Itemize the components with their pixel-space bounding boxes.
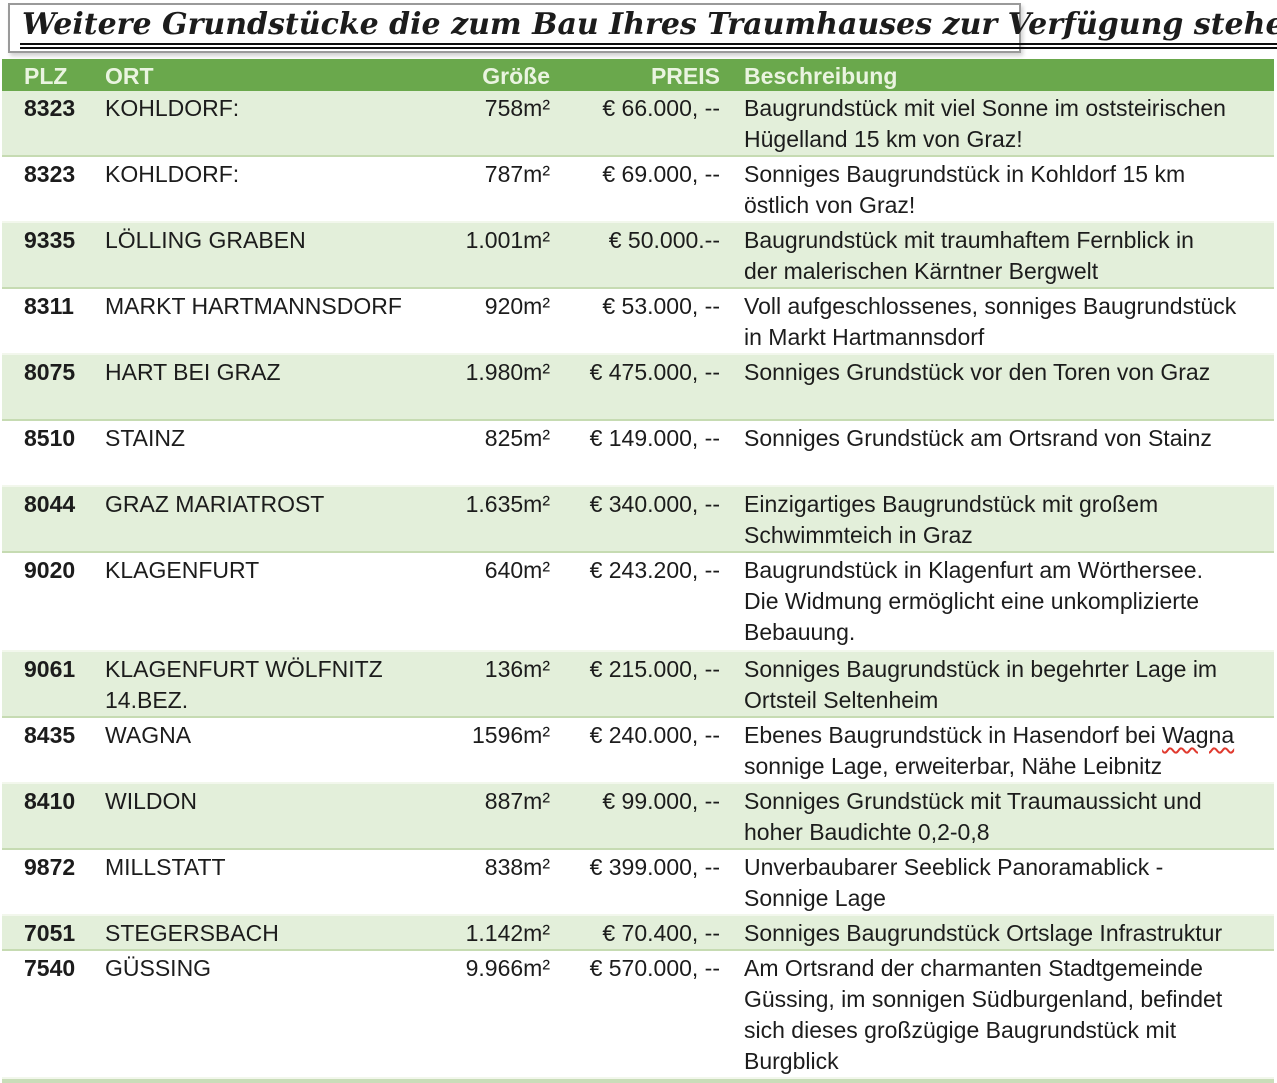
preis-cell: € 215.000, --	[589, 656, 720, 682]
misspelled-word: Wagna	[1162, 722, 1235, 748]
plz-cell: 7540	[24, 955, 76, 981]
plz-cell: 8075	[24, 359, 76, 385]
beschreibung-cell: Baugrundstück in Klagenfurt am Wörtherse…	[744, 557, 1203, 645]
plz-cell: 8435	[24, 722, 76, 748]
groesse-cell: 838m²	[484, 854, 550, 880]
table-row: 8510 STAINZ 825m² € 149.000, -- Sonniges Gru…	[2, 421, 1274, 487]
ort-cell: STEGERSBACH	[105, 920, 279, 946]
title-box: Weitere Grundstücke die zum Bau Ihres Tr…	[8, 3, 1277, 53]
table-body: 8323 KOHLDORF: 758m² € 66.000, -- Baugrundst…	[2, 91, 1274, 1079]
ort-cell: WAGNA	[105, 722, 192, 748]
table-row: 9061 KLAGENFURT WÖLFNITZ 14.BEZ. 136m² € 21…	[2, 652, 1274, 718]
beschreibung-cell: Am Ortsrand der charmanten Stadtgemeinde…	[744, 955, 1223, 1074]
groesse-cell: 825m²	[484, 425, 550, 451]
table-row: 7051 STEGERSBACH 1.142m² € 70.400, -- Sonnig…	[2, 916, 1274, 951]
beschreibung-cell: Sonniges Baugrundstück in Kohldorf 15 km…	[744, 161, 1186, 218]
preis-cell: € 53.000, --	[602, 293, 720, 319]
plz-cell: 8323	[24, 95, 76, 121]
groesse-cell: 1.980m²	[465, 359, 550, 385]
table-row: 8323 KOHLDORF: 758m² € 66.000, -- Baugrundst…	[2, 91, 1274, 157]
table-row: 8044 GRAZ MARIATROST 1.635m² € 340.000, -- E…	[2, 487, 1274, 553]
ort-cell: STAINZ	[105, 425, 186, 451]
beschreibung-cell: Sonniges Grundstück mit Traumaussicht un…	[744, 788, 1202, 845]
preis-cell: € 240.000, --	[589, 722, 720, 748]
plz-cell: 9335	[24, 227, 76, 253]
groesse-cell: 1596m²	[472, 722, 550, 748]
table-row: 9872 MILLSTATT 838m² € 399.000, -- Unverbaub…	[2, 850, 1274, 916]
table-header: PLZ ORT Größe PREIS Beschreibung	[2, 59, 1274, 91]
table-row: 9335 LÖLLING GRABEN 1.001m² € 50.000.-- Baug…	[2, 223, 1274, 289]
groesse-cell: 640m²	[484, 557, 550, 583]
preis-cell: € 66.000, --	[602, 95, 720, 121]
ort-cell: KLAGENFURT	[105, 557, 260, 583]
ort-cell: KOHLDORF:	[105, 161, 240, 187]
table-row: 8323 KOHLDORF: 787m² € 69.000, -- Sonniges B…	[2, 157, 1274, 223]
preis-cell: € 243.200, --	[589, 557, 720, 583]
plz-cell: 8044	[24, 491, 76, 517]
beschreibung-cell: Sonniges Grundstück am Ortsrand von Stai…	[744, 425, 1212, 451]
preis-cell: € 399.000, --	[589, 854, 720, 880]
plz-cell: 9061	[24, 656, 76, 682]
preis-cell: € 149.000, --	[589, 425, 720, 451]
ort-cell: GÜSSING	[105, 955, 212, 981]
ort-cell: LÖLLING GRABEN	[105, 227, 306, 253]
ort-cell: MILLSTATT	[105, 854, 226, 880]
ort-cell: MARKT HARTMANNSDORF	[105, 293, 402, 319]
groesse-cell: 1.001m²	[465, 227, 550, 253]
ort-cell: HART BEI GRAZ	[105, 359, 281, 385]
groesse-cell: 136m²	[484, 656, 550, 682]
beschreibung-cell: Unverbaubarer Seeblick Panoramablick - S…	[744, 854, 1164, 911]
header-cell-beschreibung: Beschreibung	[744, 63, 898, 89]
header-cell-groesse: Größe	[482, 63, 550, 89]
table-row: 9020 KLAGENFURT 640m² € 243.200, -- Baugrund…	[2, 553, 1274, 652]
table-row: 8435 WAGNA 1596m² € 240.000, -- Ebenes Baugr…	[2, 718, 1274, 784]
plz-cell: 7051	[24, 920, 76, 946]
header-cell-plz: PLZ	[24, 63, 68, 89]
table-row: 7540 GÜSSING 9.966m² € 570.000, -- Am Ortsra…	[2, 951, 1274, 1079]
groesse-cell: 1.635m²	[465, 491, 550, 517]
beschreibung-cell: Voll aufgeschlossenes, sonniges Baugrund…	[744, 293, 1237, 350]
beschreibung-cell: Ebenes Baugrundstück in Hasendorf bei Wa…	[744, 722, 1235, 779]
property-table: PLZ ORT Größe PREIS Beschreibung 8323 KOH…	[2, 59, 1274, 1083]
groesse-cell: 1.142m²	[465, 920, 550, 946]
beschreibung-cell: Sonniges Baugrundstück Ortslage Infrastr…	[744, 920, 1223, 946]
preis-cell: € 69.000, --	[602, 161, 720, 187]
preis-cell: € 99.000, --	[602, 788, 720, 814]
preis-cell: € 340.000, --	[589, 491, 720, 517]
preis-cell: € 50.000.--	[608, 227, 720, 253]
groesse-cell: 887m²	[484, 788, 550, 814]
ort-cell: WILDON	[105, 788, 197, 814]
page-title: Weitere Grundstücke die zum Bau Ihres Tr…	[20, 7, 1277, 49]
plz-cell: 8323	[24, 161, 76, 187]
ort-cell: KLAGENFURT WÖLFNITZ 14.BEZ.	[105, 656, 383, 713]
preis-cell: € 70.400, --	[602, 920, 720, 946]
preis-cell: € 475.000, --	[589, 359, 720, 385]
beschreibung-cell: Baugrundstück mit viel Sonne im oststeir…	[744, 95, 1226, 152]
groesse-cell: 9.966m²	[465, 955, 550, 981]
beschreibung-cell: Einzigartiges Baugrundstück mit großem S…	[744, 491, 1159, 548]
table-row: 8410 WILDON 887m² € 99.000, -- Sonniges Grun…	[2, 784, 1274, 850]
plz-cell: 9020	[24, 557, 76, 583]
ort-cell: GRAZ MARIATROST	[105, 491, 325, 517]
plz-cell: 8410	[24, 788, 76, 814]
plz-cell: 8311	[24, 293, 74, 319]
preis-cell: € 570.000, --	[589, 955, 720, 981]
beschreibung-cell: Sonniges Grundstück vor den Toren von Gr…	[744, 359, 1211, 385]
groesse-cell: 920m²	[484, 293, 550, 319]
table-row: 8311 MARKT HARTMANNSDORF 920m² € 53.000, --…	[2, 289, 1274, 355]
table-row: 8075 HART BEI GRAZ 1.980m² € 475.000, -- Son…	[2, 355, 1274, 421]
header-cell-ort: ORT	[105, 63, 154, 89]
groesse-cell: 758m²	[484, 95, 550, 121]
ort-cell: KOHLDORF:	[105, 95, 240, 121]
plz-cell: 9872	[24, 854, 76, 880]
header-cell-preis: PREIS	[650, 63, 720, 89]
plz-cell: 8510	[24, 425, 76, 451]
groesse-cell: 787m²	[484, 161, 550, 187]
beschreibung-cell: Baugrundstück mit traumhaftem Fernblick …	[744, 227, 1194, 284]
beschreibung-cell: Sonniges Baugrundstück in begehrter Lage…	[744, 656, 1218, 713]
